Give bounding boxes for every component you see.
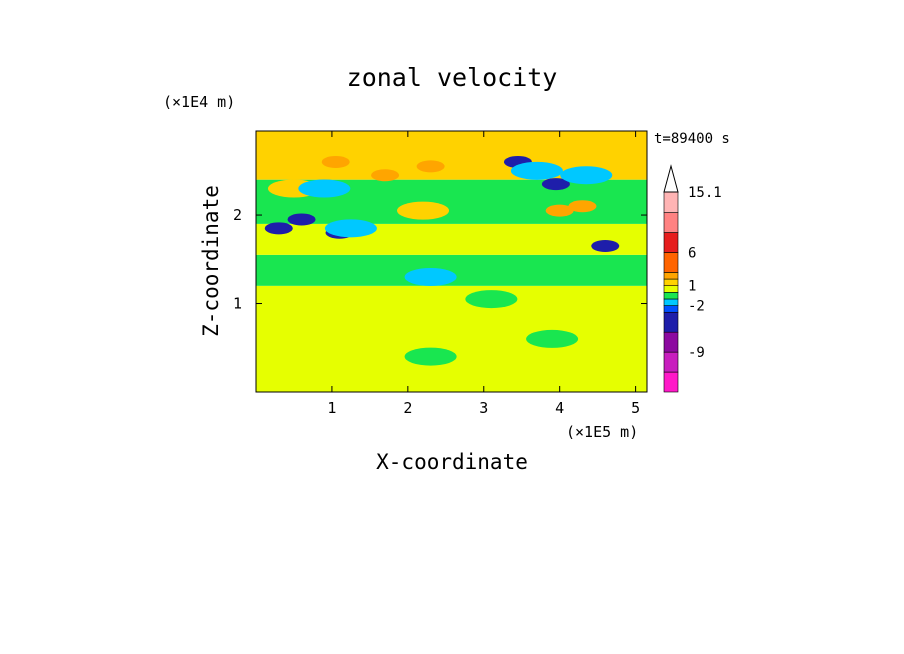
x-tick-label: 2 bbox=[403, 399, 412, 417]
colorbar-swatch bbox=[663, 298, 679, 306]
field-anomaly bbox=[397, 201, 450, 220]
colorbar-tick-label: 15.1 bbox=[688, 185, 722, 201]
colorbar-swatch bbox=[663, 311, 679, 333]
field-anomaly bbox=[416, 160, 445, 173]
field-anomaly bbox=[324, 219, 377, 238]
field-anomaly bbox=[371, 169, 400, 182]
field-band bbox=[256, 285, 647, 392]
field-anomaly bbox=[404, 347, 457, 366]
field-anomaly bbox=[510, 161, 563, 180]
y-scale-note: (×1E4 m) bbox=[163, 93, 235, 111]
colorbar-swatch bbox=[663, 272, 679, 280]
colorbar-swatch bbox=[663, 252, 679, 273]
colorbar-swatch bbox=[663, 371, 679, 393]
colorbar: 15.1 6 1 -2 -9 bbox=[663, 164, 722, 393]
field-anomaly bbox=[568, 200, 597, 213]
field-anomaly bbox=[287, 213, 316, 226]
colorbar-tick-label: -9 bbox=[688, 345, 705, 361]
y-tick-label: 2 bbox=[233, 206, 242, 224]
field-anomaly bbox=[298, 179, 351, 198]
colorbar-tick-label: 1 bbox=[688, 279, 696, 295]
colorbar-swatch bbox=[663, 191, 679, 213]
plot-area bbox=[255, 130, 648, 393]
y-axis-label: Z-coordinate bbox=[199, 185, 223, 337]
colorbar-swatch bbox=[663, 232, 679, 253]
field-anomaly bbox=[541, 178, 570, 191]
field-anomaly bbox=[560, 166, 613, 185]
colorbar-tick-label: -2 bbox=[688, 299, 705, 315]
field-anomaly bbox=[404, 267, 457, 286]
field-anomaly bbox=[526, 329, 579, 348]
y-tick-label: 1 bbox=[233, 295, 242, 313]
x-axis: 1 2 3 4 5 bbox=[327, 131, 640, 417]
colorbar-swatch bbox=[663, 351, 679, 373]
y-axis: 12 bbox=[233, 206, 647, 313]
chart-title: zonal velocity bbox=[347, 63, 558, 92]
x-tick-label: 3 bbox=[479, 399, 488, 417]
x-tick-label: 4 bbox=[555, 399, 564, 417]
colorbar-swatch bbox=[663, 285, 679, 293]
colorbar-swatch bbox=[663, 278, 679, 286]
field-anomaly bbox=[264, 222, 293, 235]
x-axis-label: X-coordinate bbox=[376, 450, 528, 474]
colorbar-swatch bbox=[663, 212, 679, 233]
field-anomaly bbox=[591, 240, 620, 253]
colorbar-tick-label: 6 bbox=[688, 245, 696, 261]
field-anomaly bbox=[465, 290, 518, 309]
time-label: t=89400 s bbox=[654, 131, 730, 147]
colorbar-swatch bbox=[663, 305, 679, 313]
field-anomaly bbox=[321, 155, 350, 168]
x-tick-label: 1 bbox=[327, 399, 336, 417]
velocity-field bbox=[256, 131, 647, 392]
x-tick-label: 5 bbox=[631, 399, 640, 417]
x-scale-note: (×1E5 m) bbox=[566, 423, 638, 441]
field-anomaly bbox=[594, 139, 647, 158]
field-anomaly bbox=[545, 204, 574, 217]
plot-frame bbox=[255, 130, 648, 393]
field-band bbox=[256, 223, 647, 255]
colorbar-extend-arrow bbox=[663, 164, 679, 193]
colorbar-swatch bbox=[663, 292, 679, 300]
colorbar-swatch bbox=[663, 331, 679, 353]
